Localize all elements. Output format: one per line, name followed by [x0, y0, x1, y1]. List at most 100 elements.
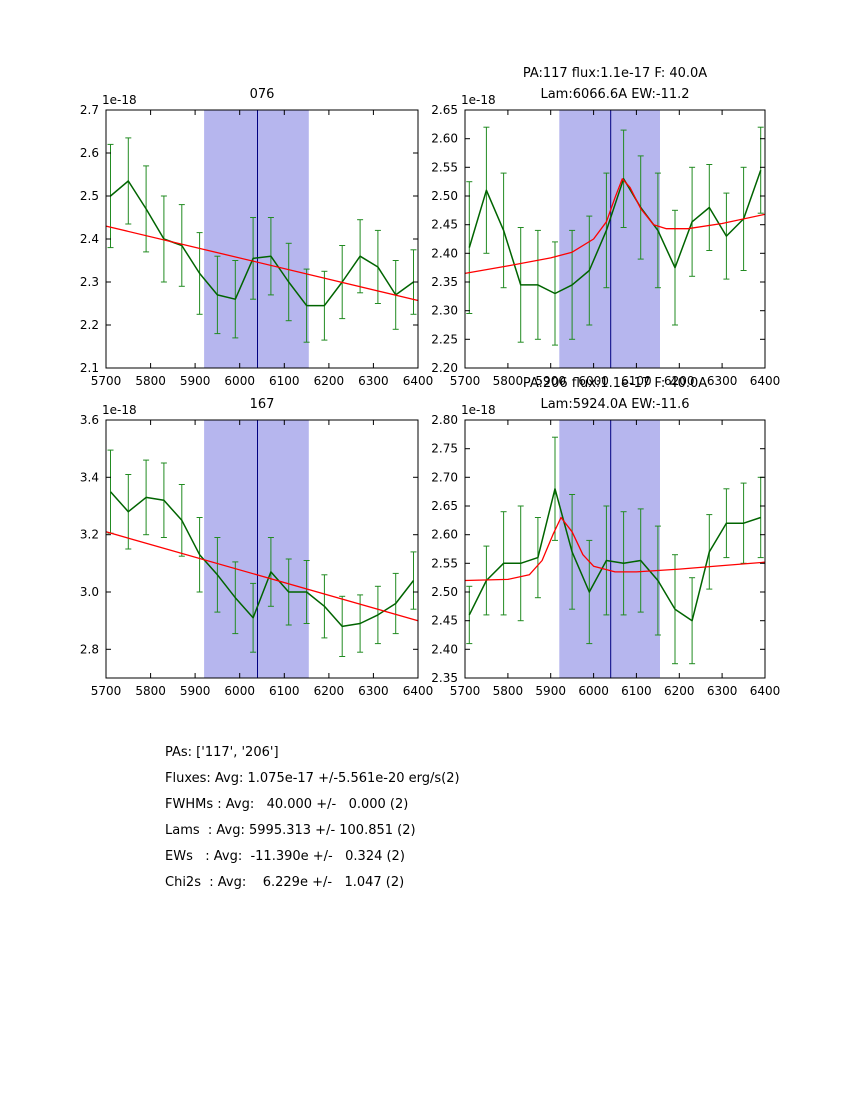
- fit-window-band: [559, 110, 660, 368]
- x-tick-label: 6200: [314, 684, 345, 698]
- x-tick-label: 6200: [314, 374, 345, 388]
- y-offset-label: 1e-18: [102, 403, 137, 417]
- chart-title: PA:206 flux:1.1e-17 F: 40.0A: [523, 376, 707, 391]
- chart-PA117: 5700 5800 5900 6000 6100 6200 6300 6400 2.20 2.25…: [431, 66, 780, 388]
- y-tick-label: 3.2: [80, 528, 99, 542]
- chart-title: 076: [250, 87, 275, 102]
- x-tick-label: 6400: [403, 684, 434, 698]
- axes-box: [464, 109, 766, 369]
- y-offset-label: 1e-18: [102, 93, 137, 107]
- fit-line: [105, 225, 419, 302]
- chart-167: 5700 5800 5900 6000 6100 6200 6300 6400 2.8 3.0 3.…: [80, 397, 433, 698]
- spectrum-line: [110, 180, 414, 307]
- x-tick-label: 6400: [403, 374, 434, 388]
- y-tick-label: 2.75: [431, 442, 458, 456]
- y-tick-label: 2.30: [431, 304, 458, 318]
- x-tick-label: 6300: [358, 374, 389, 388]
- x-tick-label: 6000: [578, 374, 609, 388]
- y-tick-label: 2.60: [431, 132, 458, 146]
- x-tick-label: 5800: [493, 374, 524, 388]
- y-offset-label: 1e-18: [461, 93, 496, 107]
- x-tick-label: 5900: [535, 374, 566, 388]
- y-tick-label: 3.4: [80, 470, 99, 484]
- summary-line-ews: EWs : Avg: -11.390e +/- 0.324 (2): [165, 849, 405, 864]
- fit-window-band: [204, 420, 309, 678]
- x-tick-label: 6200: [664, 684, 695, 698]
- y-tick-label: 2.35: [431, 275, 458, 289]
- y-tick-label: 2.7: [80, 103, 99, 117]
- x-tick-label: 5900: [535, 684, 566, 698]
- y-tick-label: 2.45: [431, 218, 458, 232]
- y-tick-label: 2.45: [431, 614, 458, 628]
- x-tick-label: 5700: [91, 374, 122, 388]
- chart-PA206: 5700 5800 5900 6000 6100 6200 6300 6400 2.35 2.40…: [431, 376, 780, 698]
- fit-line: [105, 531, 419, 622]
- x-tick-label: 6100: [621, 684, 652, 698]
- x-tick-label: 5800: [493, 684, 524, 698]
- spectrum-line: [468, 488, 761, 622]
- x-tick-label: 5800: [135, 374, 166, 388]
- spectrum-line: [109, 491, 415, 628]
- x-tick-label: 6100: [269, 374, 300, 388]
- y-tick-label: 2.55: [431, 160, 458, 174]
- chart-076: 5700 5800 5900 6000 6100 6200 6300 6400 2.1 2.2 2.…: [80, 87, 433, 388]
- x-tick-label: 6100: [269, 684, 300, 698]
- y-tick-label: 2.3: [80, 275, 99, 289]
- summary-line-lams: Lams : Avg: 5995.313 +/- 100.851 (2): [165, 823, 416, 838]
- chart-title: Lam:5924.0A EW:-11.6: [540, 397, 689, 412]
- y-tick-label: 2.40: [431, 246, 458, 260]
- y-tick-label: 2.35: [431, 671, 458, 685]
- y-tick-label: 2.40: [431, 642, 458, 656]
- chart-title: PA:117 flux:1.1e-17 F: 40.0A: [523, 66, 707, 81]
- y-tick-label: 2.50: [431, 189, 458, 203]
- y-tick-label: 2.70: [431, 470, 458, 484]
- y-offset-label: 1e-18: [461, 403, 496, 417]
- spectrum-line: [468, 169, 762, 295]
- x-tick-label: 5700: [91, 684, 122, 698]
- y-tick-label: 2.60: [431, 528, 458, 542]
- chart-title: Lam:6066.6A EW:-11.2: [540, 87, 689, 102]
- y-tick-label: 2.6: [80, 146, 99, 160]
- y-tick-label: 2.25: [431, 332, 458, 346]
- x-tick-label: 6200: [664, 374, 695, 388]
- y-tick-label: 2.5: [80, 189, 99, 203]
- x-tick-label: 6300: [358, 684, 389, 698]
- x-tick-label: 6400: [750, 374, 781, 388]
- x-tick-label: 5900: [180, 684, 211, 698]
- summary-block: PAs: ['117', '206'] Fluxes: Avg: 1.075e-…: [165, 740, 460, 896]
- x-tick-label: 5700: [450, 374, 481, 388]
- y-tick-label: 2.8: [80, 642, 99, 656]
- fit-window-band: [559, 420, 660, 678]
- summary-line-fluxes: Fluxes: Avg: 1.075e-17 +/-5.561e-20 erg/…: [165, 771, 460, 786]
- x-tick-label: 6300: [707, 374, 738, 388]
- chart-title: 167: [250, 397, 275, 412]
- x-tick-label: 6400: [750, 684, 781, 698]
- x-tick-label: 5700: [450, 684, 481, 698]
- axes-box: [464, 419, 766, 679]
- x-tick-label: 6100: [621, 374, 652, 388]
- y-tick-label: 2.4: [80, 232, 99, 246]
- y-tick-label: 3.6: [80, 413, 99, 427]
- y-tick-label: 2.2: [80, 318, 99, 332]
- x-tick-label: 6300: [707, 684, 738, 698]
- plots-canvas: 5700 5800 5900 6000 6100 6200 6300 6400 2.1 2.2 2.…: [80, 66, 780, 698]
- fit-line: [464, 178, 766, 275]
- y-tick-label: 2.1: [80, 361, 99, 375]
- fit-window-band: [204, 110, 309, 368]
- axes-box: [105, 419, 419, 679]
- y-tick-label: 2.65: [431, 499, 458, 513]
- y-tick-label: 2.65: [431, 103, 458, 117]
- y-tick-label: 2.55: [431, 556, 458, 570]
- x-tick-label: 6000: [578, 684, 609, 698]
- summary-line-pas: PAs: ['117', '206']: [165, 745, 279, 760]
- y-tick-label: 3.0: [80, 585, 99, 599]
- x-tick-label: 6000: [224, 374, 255, 388]
- y-tick-label: 2.50: [431, 585, 458, 599]
- x-tick-label: 6000: [224, 684, 255, 698]
- x-tick-label: 5900: [180, 374, 211, 388]
- y-tick-label: 2.20: [431, 361, 458, 375]
- summary-line-fwhms: FWHMs : Avg: 40.000 +/- 0.000 (2): [165, 797, 409, 812]
- fit-line: [464, 516, 766, 582]
- y-tick-label: 2.80: [431, 413, 458, 427]
